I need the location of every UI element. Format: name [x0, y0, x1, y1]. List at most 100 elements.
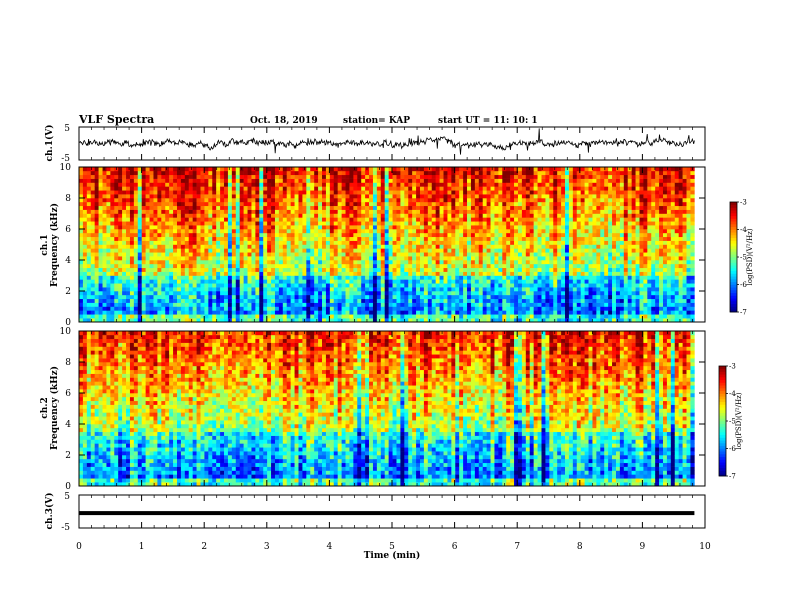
spectrogram-cell: [372, 167, 378, 172]
spectrogram-cell: [102, 170, 107, 176]
spectrogram-cell: [157, 217, 162, 222]
spectrogram-cell: [137, 267, 143, 272]
spectrogram-cell: [490, 244, 495, 249]
spectrogram-cell: [161, 213, 166, 218]
spectrogram-cell: [529, 314, 534, 319]
spectrogram-cell: [541, 217, 546, 222]
spectrogram-cell: [447, 167, 452, 172]
spectrogram-cell: [353, 217, 358, 222]
spectrogram-cell: [365, 314, 370, 319]
spectrogram-cell: [173, 205, 178, 210]
spectrogram-cell: [204, 302, 209, 307]
spectrogram-cell: [376, 232, 382, 238]
spectrogram-cell: [110, 194, 115, 199]
spectrogram-cell: [533, 236, 538, 241]
spectrogram-cell: [192, 201, 197, 207]
spectrogram-cell: [271, 167, 276, 172]
spectrogram-cell: [86, 186, 92, 191]
spectrogram-cell: [419, 167, 425, 172]
spectrogram-cell: [306, 209, 311, 214]
spectrogram-cell: [388, 178, 393, 183]
spectrogram-cell: [541, 194, 546, 199]
spectrogram-cell: [267, 182, 272, 187]
spectrogram-cell: [502, 178, 507, 183]
spectrogram-cell: [337, 256, 342, 261]
spectrogram-cell: [216, 287, 221, 292]
spectrogram-cell: [212, 283, 217, 288]
spectrogram-cell: [149, 194, 154, 199]
spectrogram-cell: [549, 170, 554, 176]
spectrogram-cell: [298, 217, 303, 222]
spectrogram-cell: [517, 283, 523, 288]
spectrogram-cell: [478, 178, 484, 183]
spectrogram-cell: [314, 314, 319, 319]
spectrogram-cell: [380, 209, 386, 214]
spectrogram-cell: [325, 213, 331, 218]
spectrogram-cell: [290, 229, 295, 234]
spectrogram-cell: [498, 182, 503, 187]
spectrogram-cell: [122, 298, 127, 303]
spectrogram-cell: [208, 194, 213, 199]
spectrogram-cell: [372, 271, 378, 276]
spectrogram-cell: [533, 178, 538, 183]
spectrogram-cell: [255, 225, 260, 230]
spectrogram-cell: [231, 205, 237, 210]
spectrogram-cell: [188, 240, 193, 245]
spectrogram-cell: [290, 291, 295, 296]
spectrogram-cell: [126, 170, 131, 176]
spectrogram-cell: [380, 267, 386, 272]
spectrogram-cell: [118, 248, 123, 253]
spectrogram-cell: [274, 201, 280, 207]
spectrogram-cell: [372, 244, 378, 249]
spectrogram-cell: [161, 244, 166, 249]
spectrogram-cell: [412, 310, 417, 315]
spectrogram-cell: [306, 244, 311, 249]
spectrogram-cell: [278, 279, 284, 284]
spectrogram-cell: [133, 229, 139, 234]
spectrogram-cell: [388, 201, 393, 207]
spectrogram-cell: [514, 209, 519, 214]
spectrogram-cell: [196, 209, 201, 214]
spectrogram-cell: [102, 182, 107, 187]
spectrogram-cell: [537, 232, 542, 238]
spectrogram-cell: [361, 225, 366, 230]
spectrogram-cell: [302, 306, 307, 311]
spectrogram-cell: [274, 240, 280, 245]
spectrogram-cell: [533, 240, 538, 245]
spectrogram-cell: [482, 201, 487, 207]
spectrogram-cell: [149, 294, 154, 300]
spectrogram-cell: [380, 271, 386, 276]
spectrogram-cell: [502, 248, 507, 253]
spectrogram-cell: [435, 298, 440, 303]
spectrogram-cell: [251, 240, 256, 245]
spectrogram-cell: [184, 256, 190, 261]
spectrogram-cell: [486, 236, 491, 241]
spectrogram-cell: [490, 178, 495, 183]
spectrogram-cell: [169, 198, 174, 203]
spectrogram-cell: [419, 279, 425, 284]
spectrogram-cell: [439, 252, 444, 257]
spectrogram-cell: [447, 248, 452, 253]
spectrogram-cell: [388, 170, 393, 176]
spectrogram-cell: [529, 174, 534, 179]
spectrogram-cell: [306, 275, 311, 280]
spectrogram-cell: [435, 190, 440, 195]
spectrogram-cell: [200, 186, 205, 191]
spectrogram-cell: [274, 174, 280, 179]
spectrogram-cell: [353, 232, 358, 238]
spectrogram-cell: [227, 298, 233, 303]
spectrogram-cell: [314, 213, 319, 218]
spectrogram-cell: [549, 186, 554, 191]
spectrogram-cell: [455, 287, 460, 292]
spectrogram-cell: [470, 182, 476, 187]
spectrogram-cell: [396, 252, 401, 257]
spectrogram-cell: [494, 310, 499, 315]
spectrogram-cell: [439, 170, 444, 176]
spectrogram-cell: [506, 302, 511, 307]
spectrogram-cell: [365, 236, 370, 241]
spectrogram-cell: [278, 240, 284, 245]
spectrogram-cell: [353, 294, 358, 300]
spectrogram-cell: [110, 244, 115, 249]
spectrogram-cell: [498, 263, 503, 269]
spectrogram-cell: [521, 275, 527, 280]
